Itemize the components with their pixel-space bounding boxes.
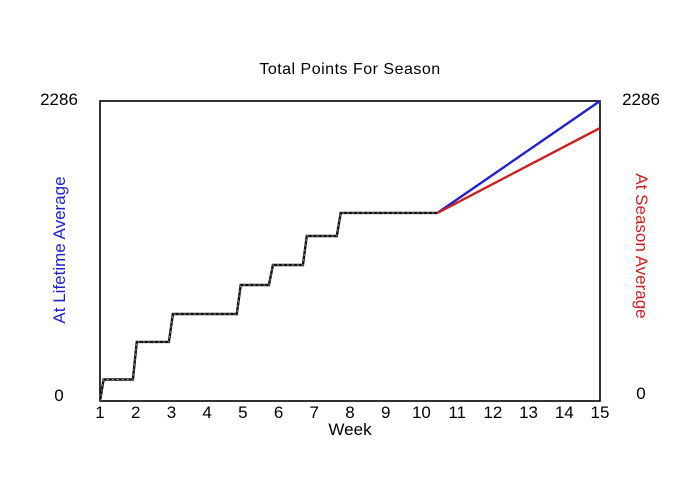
plot-border [99, 100, 601, 402]
x-tick-label-week-2: 2 [130, 403, 141, 422]
x-tick-label-week-10: 10 [411, 403, 431, 422]
projection-at-season-average-line [436, 126, 601, 214]
actual-cumulative-points-line [98, 211, 438, 402]
x-tick-label-week-11: 11 [448, 403, 466, 422]
left-axis-min-tick: 0 [54, 386, 64, 405]
x-tick-label-week-6: 6 [273, 403, 284, 422]
x-tick-label-week-3: 3 [166, 403, 177, 422]
x-tick-label-week-1: 1 [95, 403, 105, 422]
x-tick-label-week-5: 5 [238, 403, 248, 422]
x-axis-title: Week [328, 420, 372, 439]
x-tick-label-week-14: 14 [554, 403, 574, 422]
x-tick-label-week-7: 7 [309, 403, 320, 422]
x-tick-label-week-12: 12 [483, 403, 503, 422]
series-layer [98, 100, 601, 402]
x-tick-label-week-15: 15 [590, 403, 610, 422]
left-axis-max-tick: 2286 [40, 90, 78, 109]
x-tick-label-week-9: 9 [380, 403, 391, 422]
x-tick-label-week-8: 8 [345, 403, 355, 422]
chart-title: Total Points For Season [259, 61, 441, 78]
left-axis-label: At Lifetime Average [50, 176, 69, 324]
projection-at-lifetime-average-line [436, 100, 601, 214]
actual-cumulative-points-dash-texture [99, 212, 438, 402]
right-axis-min-tick: 0 [636, 384, 646, 403]
x-tick-label-week-4: 4 [202, 403, 212, 422]
x-tick-label-week-13: 13 [519, 403, 539, 422]
right-axis-label: At Season Average [632, 173, 651, 319]
right-axis-max-tick: 2286 [622, 90, 660, 109]
